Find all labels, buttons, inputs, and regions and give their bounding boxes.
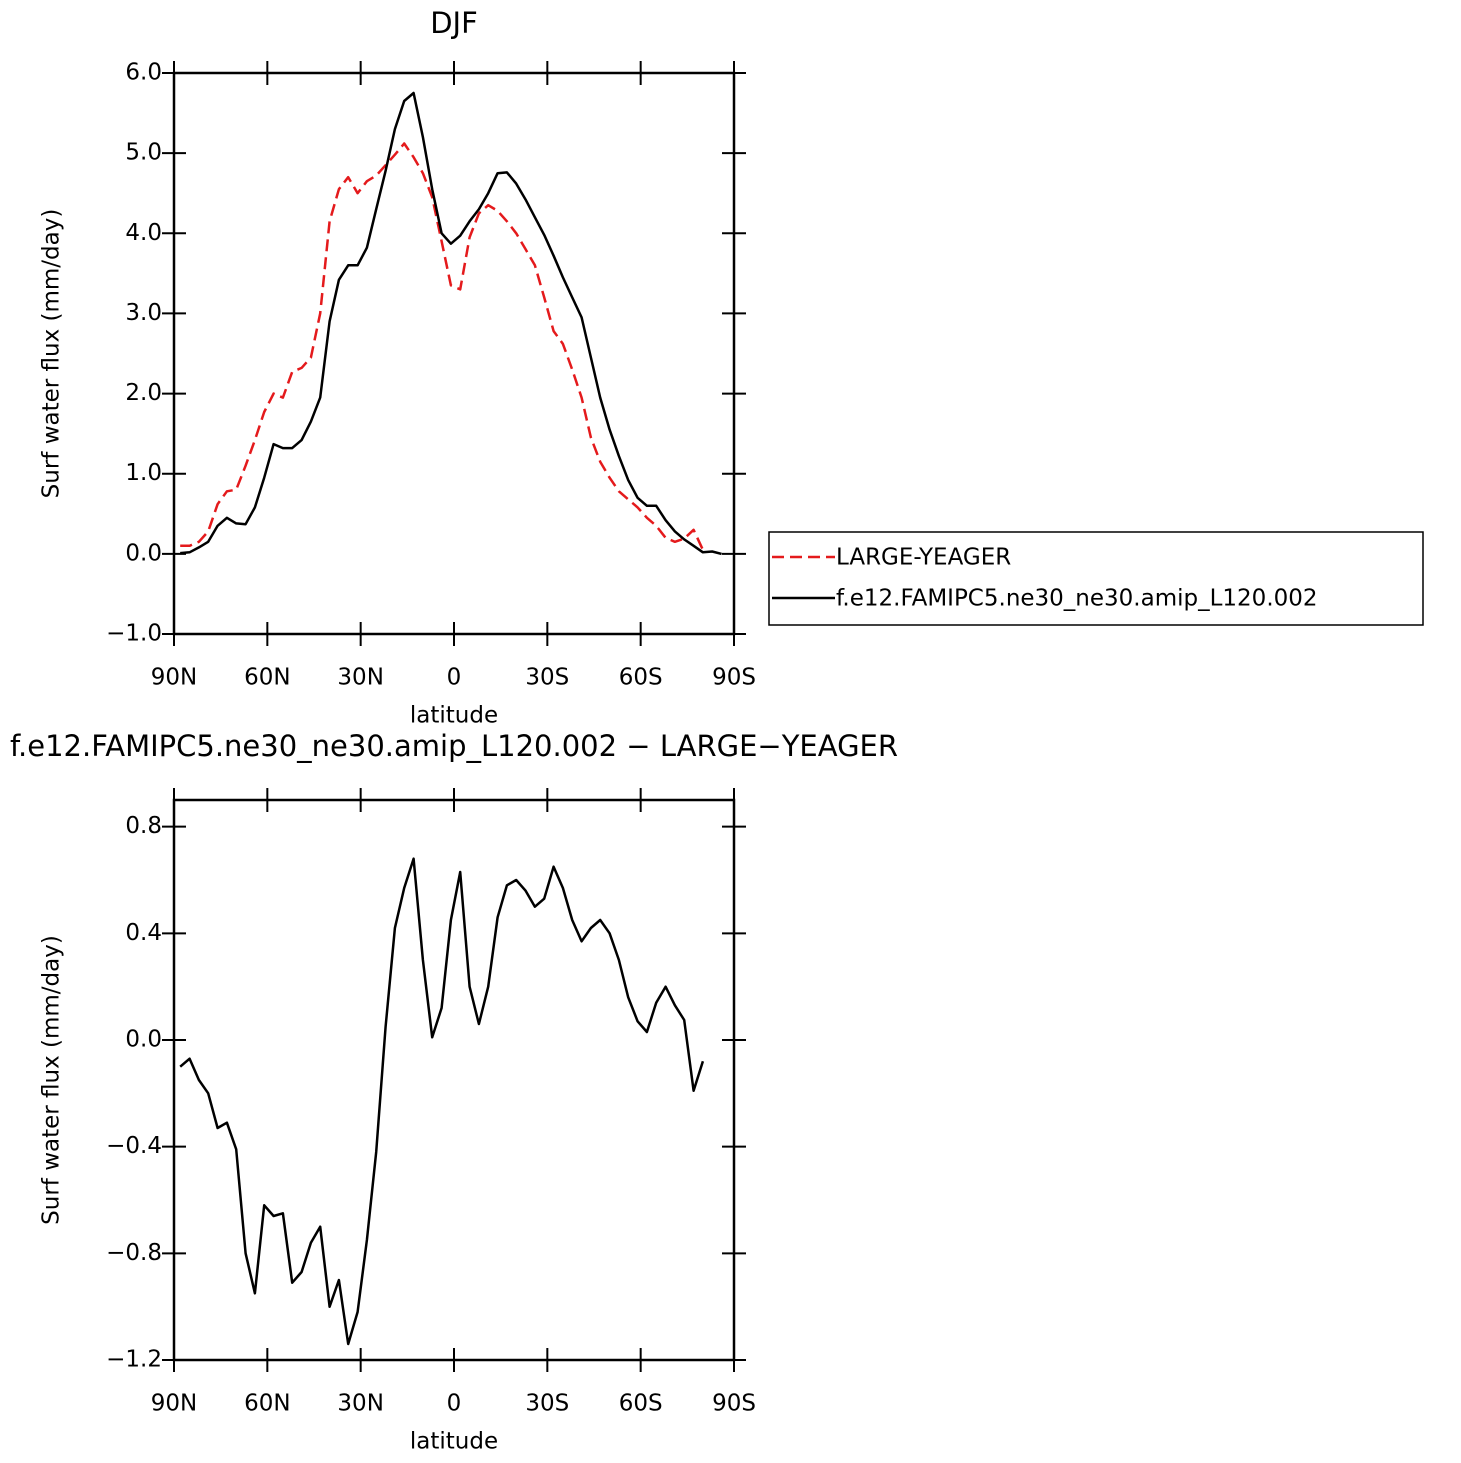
- y-tick-label: 6.0: [125, 60, 162, 86]
- x-tick-label: 60N: [244, 1391, 290, 1417]
- chart-title: DJF: [430, 6, 478, 40]
- x-tick-label: 0: [447, 1391, 462, 1417]
- x-tick-label: 60N: [244, 665, 290, 691]
- legend-box: [768, 531, 1424, 626]
- x-tick-label: 90N: [151, 1391, 197, 1417]
- y-tick-label: 3.0: [125, 300, 162, 326]
- y-tick-label: −1.2: [106, 1347, 162, 1373]
- y-tick-label: −0.4: [106, 1133, 162, 1159]
- x-tick-label: 30S: [525, 1391, 569, 1417]
- data-line: [180, 142, 705, 551]
- chart-title: f.e12.FAMIPC5.ne30_ne30.amip_L120.002 − …: [10, 729, 898, 763]
- x-tick-label: 60S: [619, 1391, 663, 1417]
- y-tick-label: −0.8: [106, 1240, 162, 1266]
- legend-label: f.e12.FAMIPC5.ne30_ne30.amip_L120.002: [836, 586, 1318, 612]
- y-tick-label: 5.0: [125, 140, 162, 166]
- x-axis-label: latitude: [410, 1429, 498, 1455]
- data-line: [179, 857, 705, 1346]
- x-tick-label: 90S: [712, 665, 756, 691]
- legend-label: LARGE-YEAGER: [836, 545, 1011, 571]
- x-tick-label: 30N: [337, 1391, 383, 1417]
- y-axis-label: Surf water flux (mm/day): [39, 935, 65, 1225]
- x-tick-label: 0: [447, 665, 462, 691]
- y-tick-label: 0.0: [125, 1027, 162, 1053]
- plot-frame: [172, 798, 736, 1362]
- y-tick-label: 0.0: [125, 540, 162, 566]
- x-tick-label: 60S: [619, 665, 663, 691]
- x-tick-label: 90S: [712, 1391, 756, 1417]
- x-tick-label: 90N: [151, 665, 197, 691]
- x-tick-label: 30N: [337, 665, 383, 691]
- y-axis-label: Surf water flux (mm/day): [39, 209, 65, 499]
- plot-frame: [172, 71, 736, 636]
- y-tick-label: 1.0: [125, 460, 162, 486]
- x-axis-label: latitude: [410, 703, 498, 729]
- data-line: [180, 91, 722, 556]
- y-tick-label: 2.0: [125, 380, 162, 406]
- x-tick-label: 30S: [525, 665, 569, 691]
- y-tick-label: 0.4: [125, 920, 162, 946]
- y-tick-label: 4.0: [125, 220, 162, 246]
- y-tick-label: 0.8: [125, 813, 162, 839]
- y-tick-label: −1.0: [106, 621, 162, 647]
